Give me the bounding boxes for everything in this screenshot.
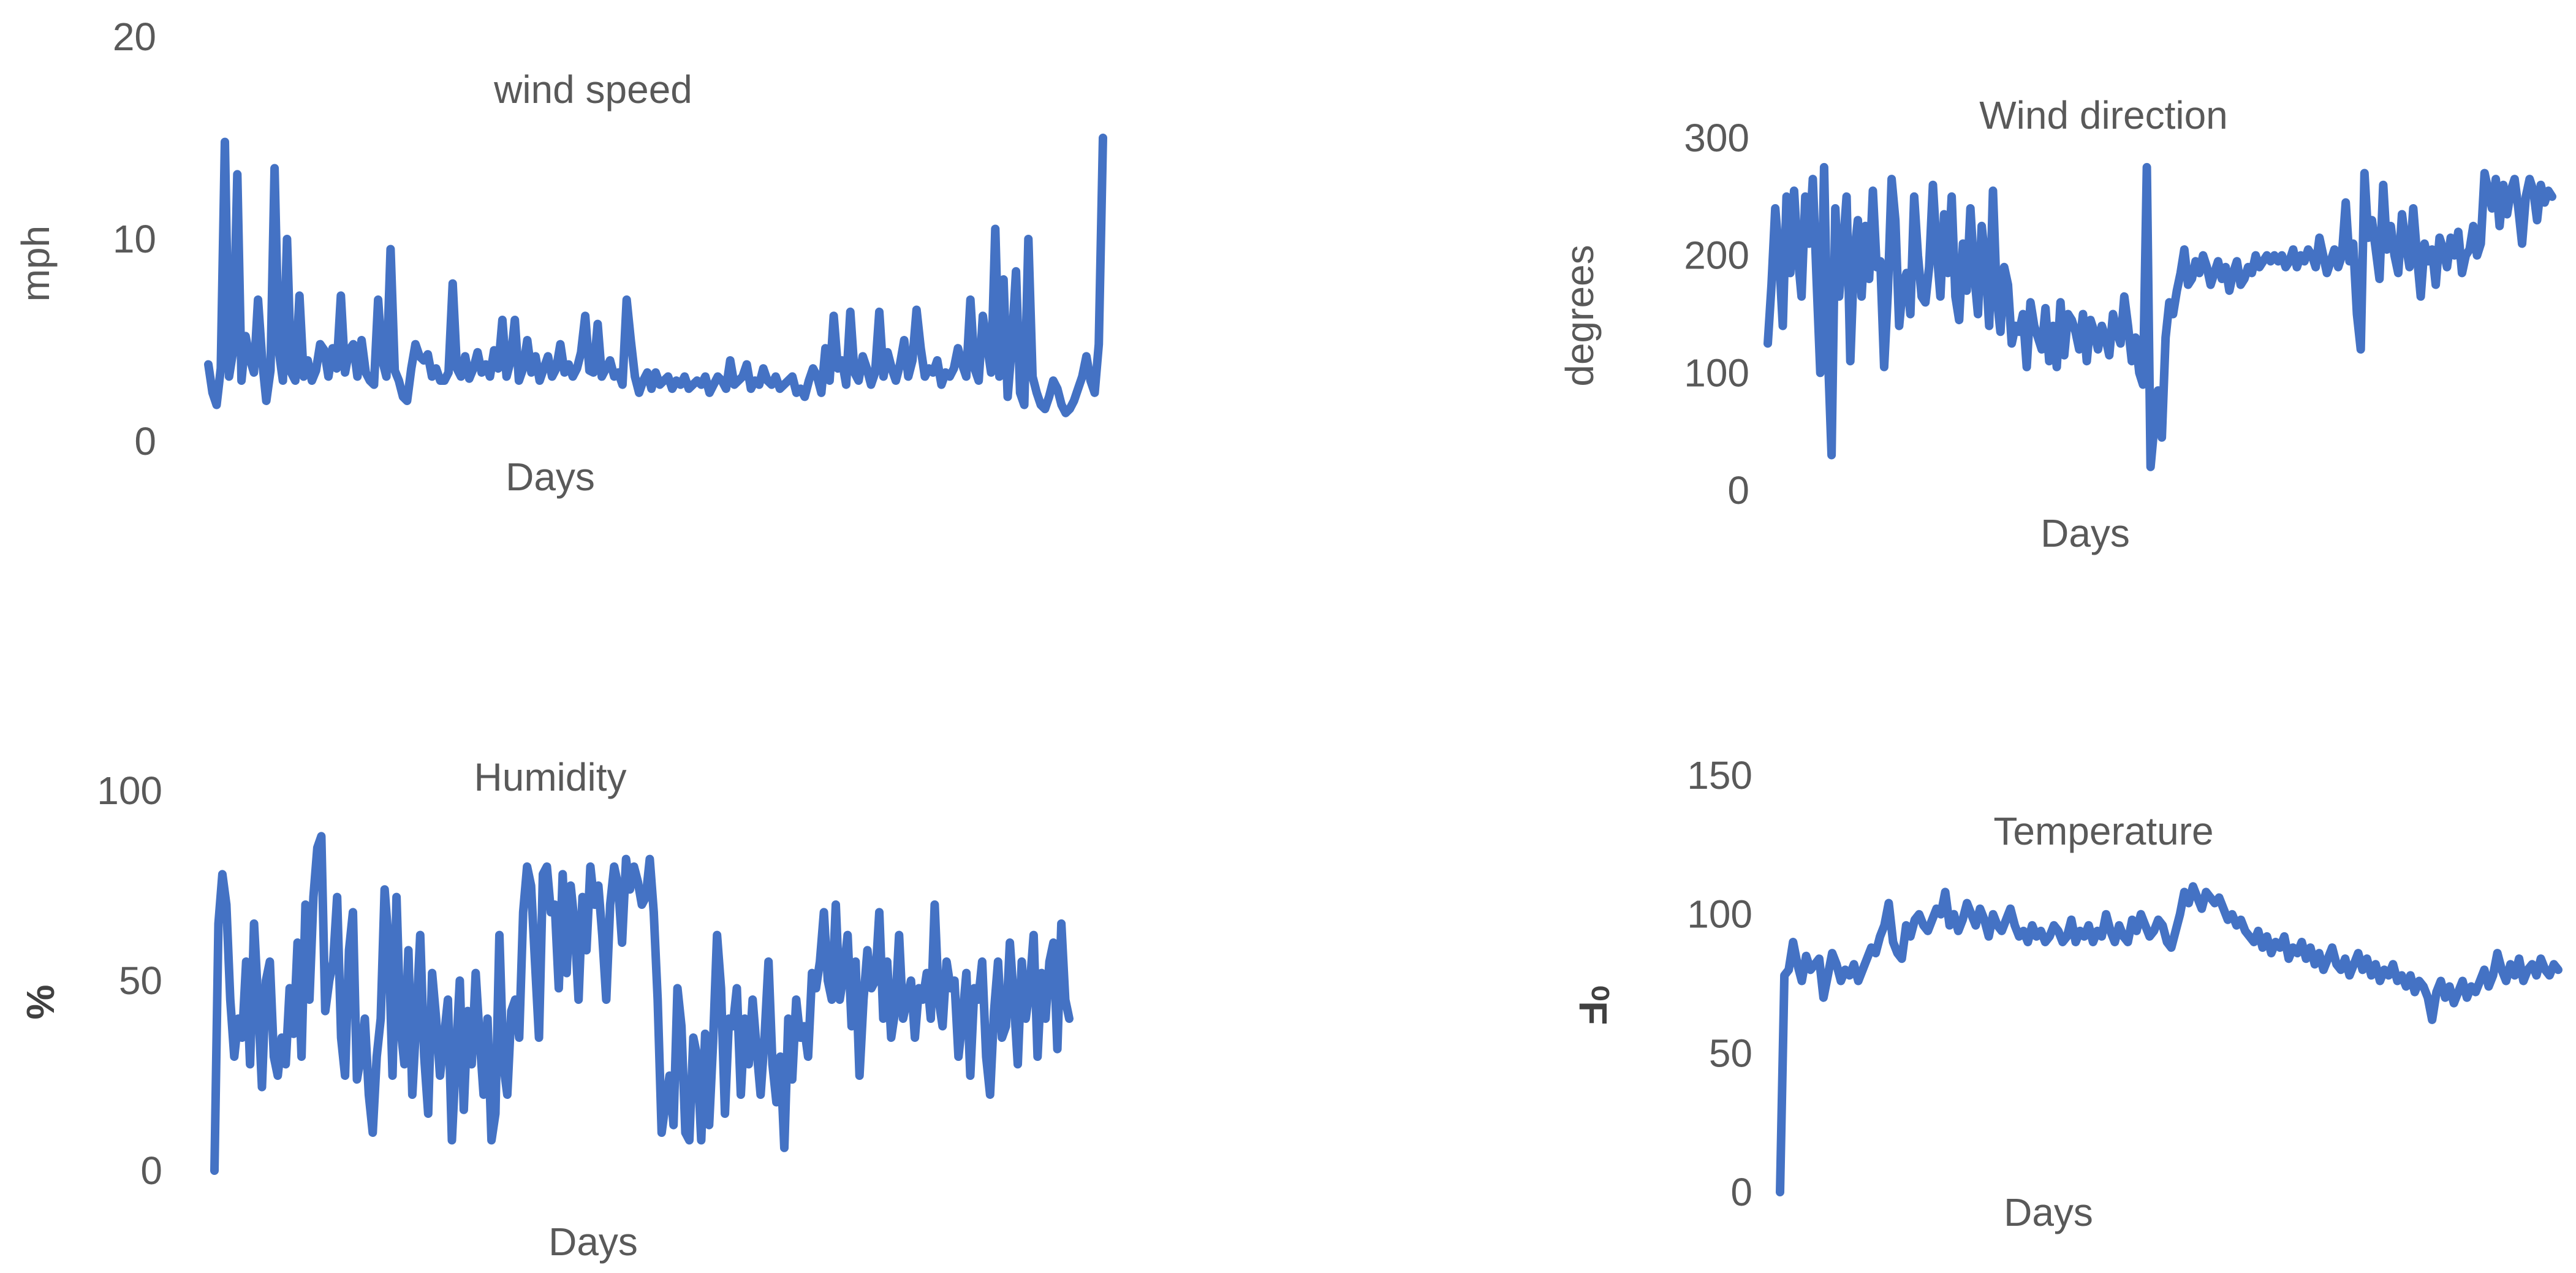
y-tick-label: 10 [113,217,156,261]
y-tick-label: 100 [1687,892,1752,937]
y-tick-label: 0 [1727,468,1749,512]
y-tick-label: 50 [119,959,162,1003]
wind-direction-series-line [1763,162,2556,471]
y-tick-label: 20 [113,15,156,59]
y-tick-label: 50 [1709,1031,1752,1075]
panel-wind-direction: Wind direction degrees Days 0 100 200 300 [1558,93,2556,555]
y-tick-label: 200 [1684,234,1749,278]
panel-temperature: Temperature ⁰F Days 0 50 100 150 [1571,753,2563,1234]
y-tick-label: 100 [1684,351,1749,395]
y-axis-label: degrees [1558,245,1602,386]
temperature-series-line [1776,882,2563,1196]
y-tick-label: 300 [1684,116,1749,160]
y-tick-label: 100 [97,769,162,813]
y-tick-label: 0 [140,1149,162,1193]
x-axis-label: Days [548,1220,638,1264]
y-axis-label: % [18,985,63,1020]
wind-speed-series-line [204,134,1107,417]
panel-humidity: Humidity % Days 0 50 100 [18,755,1074,1264]
y-axis-label: ⁰F [1571,986,1615,1025]
panel-wind-speed: wind speed mph Days 0 10 20 [13,15,1107,499]
chart-title: Temperature [1993,809,2213,853]
x-axis-label: Days [2040,511,2130,555]
y-tick-label: 150 [1687,753,1752,797]
chart-title: Wind direction [1979,93,2228,137]
x-axis-label: Days [2004,1190,2093,1234]
y-tick-label: 0 [1730,1170,1752,1214]
y-axis-label: mph [13,226,58,302]
y-tick-label: 0 [134,419,156,463]
chart-title: wind speed [493,67,692,112]
humidity-series-line [210,832,1074,1175]
chart-title: Humidity [474,755,627,799]
x-axis-label: Days [506,455,595,499]
